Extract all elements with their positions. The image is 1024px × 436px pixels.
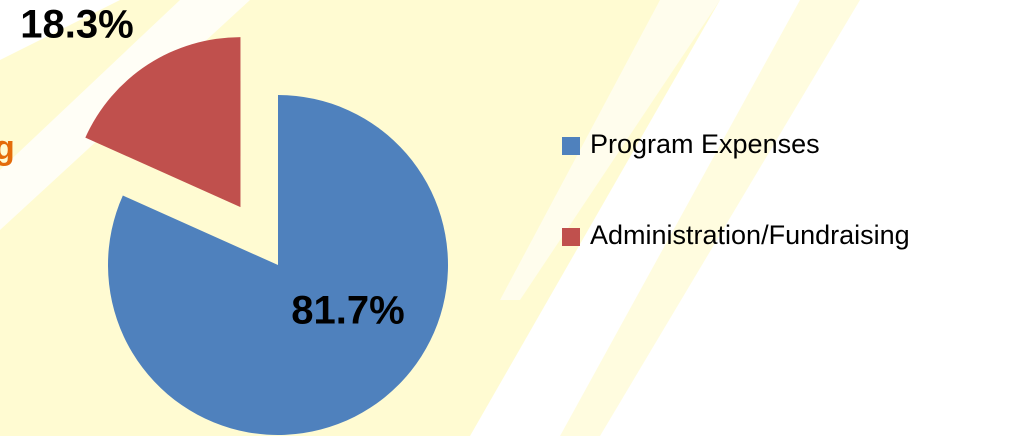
annotation: g xyxy=(0,129,15,167)
legend-swatch xyxy=(562,137,580,155)
pie-slice xyxy=(85,37,241,208)
pie-slice xyxy=(108,95,449,435)
brush-stroke xyxy=(560,0,860,436)
legend-label: Program Expenses xyxy=(590,129,820,159)
legend-label: Administration/Fundraising xyxy=(590,220,910,250)
data-label: 18.3% xyxy=(20,3,133,47)
brush-streak xyxy=(500,0,720,300)
legend-swatch xyxy=(562,228,580,246)
data-label: 81.7% xyxy=(291,289,404,333)
